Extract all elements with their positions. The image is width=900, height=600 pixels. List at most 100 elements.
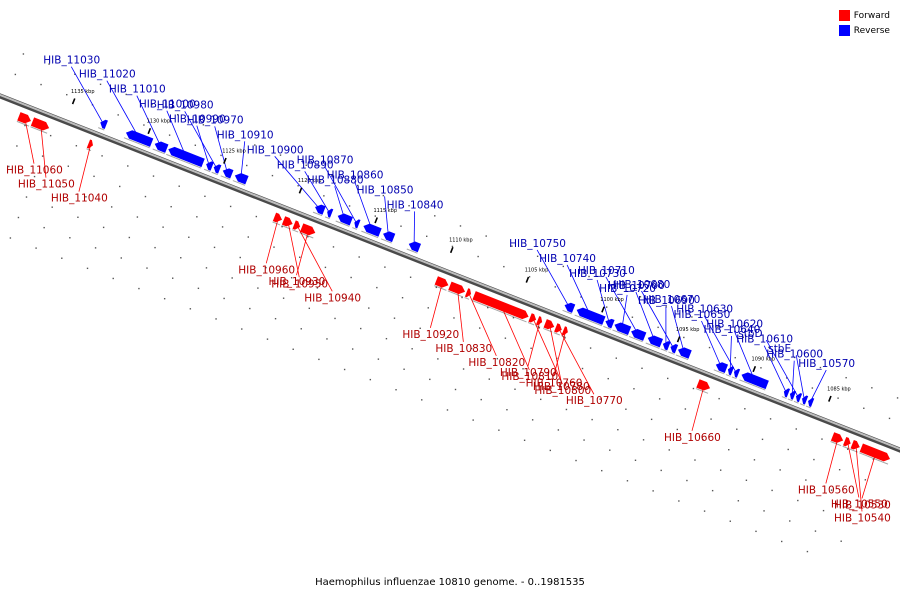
gene-label[interactable]: stbE (768, 343, 791, 355)
gene-label[interactable]: HIB_10950 (271, 278, 328, 290)
gene-label[interactable]: HIB_10700 (608, 280, 665, 292)
gene-HIB_10730[interactable] (603, 317, 615, 330)
gene-label[interactable]: HIB_10860 (327, 169, 384, 181)
gene-HIB_10950[interactable] (281, 216, 295, 230)
gene-label[interactable]: HIB_10740 (539, 253, 596, 265)
gene-HIB_10910[interactable] (232, 171, 249, 186)
gene-HIB_10600[interactable] (787, 390, 797, 402)
gene-label[interactable]: HIB_11060 (6, 165, 63, 177)
gene-HIB_11000[interactable] (166, 145, 205, 169)
gene-HIB_10560[interactable] (830, 432, 845, 447)
gene-label[interactable]: HIB_10630 (676, 304, 733, 316)
gene-HIB_10850[interactable] (380, 230, 396, 244)
gene-HIB_10550[interactable] (842, 436, 853, 450)
gene-HIB_10680[interactable] (668, 343, 679, 355)
gene-HIB_10960[interactable] (272, 212, 283, 226)
gene-label[interactable]: HIB_10600 (766, 349, 823, 361)
gene-HIB_10690[interactable] (660, 340, 671, 352)
gene-HIB_10610[interactable] (781, 387, 791, 399)
gene-HIB_10770[interactable] (553, 323, 564, 336)
gene-HIB_11050[interactable] (30, 117, 50, 134)
gene-label[interactable]: HIB_11020 (79, 69, 136, 81)
gene-label[interactable]: HIB_10730 (569, 268, 626, 280)
gene-HIB_10920[interactable] (434, 276, 450, 291)
gene-HIB_10990[interactable] (203, 160, 214, 173)
gene-HIB_10840[interactable] (406, 240, 422, 254)
gene-HIB_10900[interactable] (312, 203, 326, 217)
gene-label[interactable]: HIB_10890 (277, 159, 334, 171)
gene-label[interactable]: HIB_10570 (798, 358, 855, 370)
gene-label[interactable]: HIB_10970 (187, 114, 244, 126)
gene-HIB_10970[interactable] (220, 166, 234, 180)
gene-HIB_10860[interactable] (361, 222, 382, 239)
gene-HIB_10880[interactable] (335, 212, 353, 227)
gene-label[interactable]: HIB_10990 (169, 114, 226, 126)
gene-label[interactable]: HIB_10770 (566, 395, 623, 407)
gene-stbD[interactable] (793, 392, 803, 404)
gene-HIB_10930[interactable] (299, 223, 317, 239)
gene-label[interactable]: HIB_10660 (664, 432, 721, 444)
gene-HIB_10570[interactable] (805, 397, 815, 409)
gene-label[interactable]: HIB_10530 (834, 499, 891, 511)
gene-label[interactable]: HIB_11050 (18, 179, 75, 191)
gene-label[interactable]: HIB_10780 (533, 381, 590, 393)
gene-label[interactable]: HIB_10910 (217, 129, 274, 141)
gene-label[interactable]: HIB_10550 (831, 498, 888, 510)
gene-HIB_11020[interactable] (123, 128, 154, 149)
gene-HIB_10660[interactable] (695, 379, 712, 394)
gene-HIB_11030[interactable] (98, 118, 108, 131)
gene-HIB_10630[interactable] (731, 368, 741, 380)
gene-HIB_10810[interactable] (471, 291, 530, 323)
gene-HIB_10830[interactable] (447, 281, 467, 298)
gene-HIB_10760[interactable] (561, 326, 569, 338)
gene-HIB_10530[interactable] (859, 443, 891, 465)
gene-label[interactable]: HIB_10760 (526, 377, 583, 389)
gene-HIB_10790[interactable] (535, 316, 544, 328)
gene-label[interactable]: HIB_10960 (238, 264, 295, 276)
gene-label[interactable]: HIB_11000 (139, 99, 196, 111)
gene-HIB_10740[interactable] (574, 306, 606, 327)
gene-label[interactable]: HIB_10830 (435, 343, 492, 355)
gene-HIB_11010[interactable] (152, 140, 169, 155)
gene-HIB_10800[interactable] (527, 313, 538, 326)
gene-HIB_10710[interactable] (628, 327, 647, 343)
gene-label[interactable]: stbD (738, 328, 762, 340)
gene-HIB_10700[interactable] (645, 334, 664, 349)
gene-HIB_10720[interactable] (612, 321, 632, 337)
gene-label[interactable]: HIB_10850 (357, 184, 414, 196)
gene-label[interactable]: HIB_10620 (706, 319, 763, 331)
gene-label[interactable]: HIB_10750 (509, 238, 566, 250)
gene-label[interactable]: HIB_10930 (269, 276, 326, 288)
gene-label[interactable]: HIB_10560 (798, 484, 855, 496)
gene-HIB_10890[interactable] (324, 208, 334, 220)
gene-label[interactable]: HIB_10810 (501, 371, 558, 383)
gene-label[interactable]: HIB_10980 (157, 99, 214, 111)
gene-label[interactable]: HIB_10840 (387, 199, 444, 211)
gene-label[interactable]: HIB_11030 (43, 55, 100, 67)
gene-label[interactable]: HIB_10650 (673, 309, 730, 321)
gene-HIB_10650[interactable] (713, 360, 729, 375)
gene-label[interactable]: HIB_10790 (500, 367, 557, 379)
gene-label[interactable]: HIB_10690 (638, 295, 695, 307)
gene-HIB_10640[interactable] (725, 365, 735, 377)
gene-label[interactable]: HIB_11010 (109, 84, 166, 96)
gene-label[interactable]: HIB_10920 (402, 329, 459, 341)
gene-label[interactable]: HIB_10870 (297, 154, 354, 166)
gene-stbE[interactable] (799, 394, 809, 406)
gene-label[interactable]: HIB_10640 (703, 324, 760, 336)
gene-HIB_10780[interactable] (542, 319, 556, 333)
gene-label[interactable]: HIB_10880 (307, 174, 364, 186)
gene-HIB_11060[interactable] (16, 112, 33, 127)
gene-label[interactable]: HIB_10680 (613, 279, 670, 291)
gene-label[interactable]: HIB_10900 (247, 144, 304, 156)
gene-HIB_10980[interactable] (211, 163, 222, 176)
gene-HIB_10750[interactable] (562, 301, 576, 315)
gene-label[interactable]: HIB_10540 (834, 512, 891, 524)
gene-label[interactable]: HIB_10820 (468, 357, 525, 369)
gene-HIB_11040[interactable] (86, 139, 94, 151)
gene-HIB_10940[interactable] (291, 220, 302, 233)
gene-label[interactable]: HIB_10610 (736, 334, 793, 346)
gene-label[interactable]: HIB_11040 (51, 193, 108, 205)
gene-label[interactable]: HIB_10720 (599, 283, 656, 295)
gene-HIB_10620[interactable] (739, 371, 769, 391)
